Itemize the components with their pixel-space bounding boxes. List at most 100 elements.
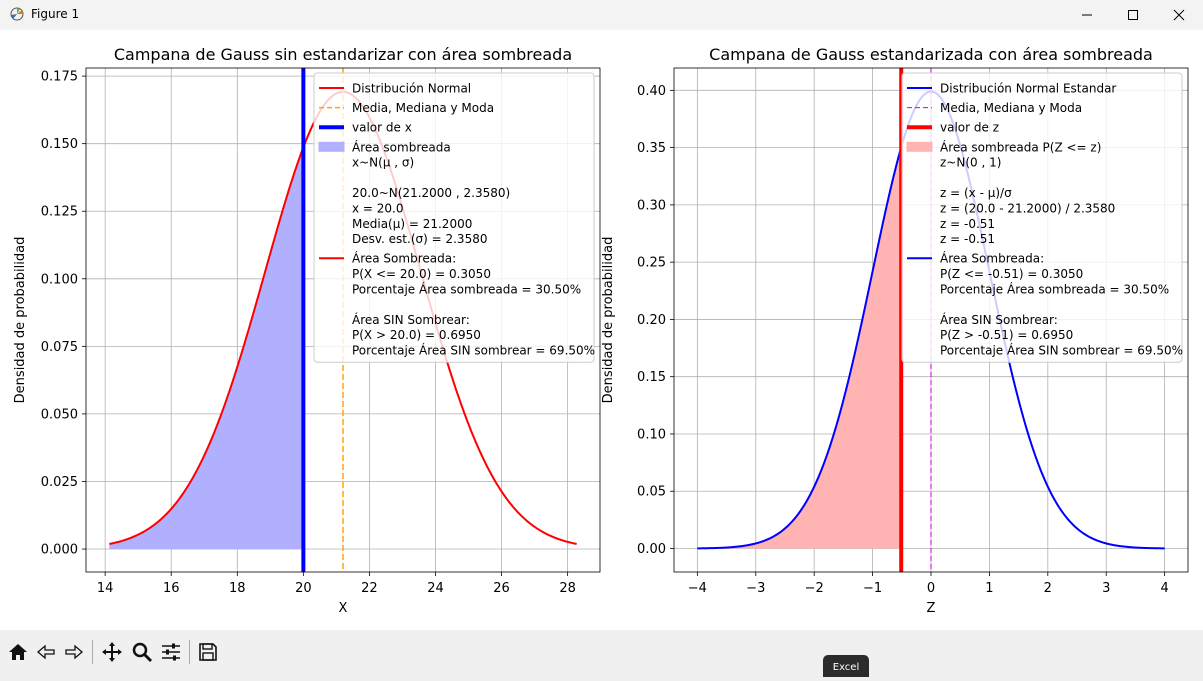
configure-subplots-icon [162,643,180,661]
x-tick-label: −1 [863,581,882,596]
back-icon [37,644,55,660]
y-tick-label: 0.175 [41,70,78,85]
legend-entry-text: Media(μ) = 21.2000 [352,217,472,231]
legend-entry-text: Media, Mediana y Moda [352,101,494,115]
x-tick-label: 20 [295,581,312,596]
window-titlebar: Figure 1 [0,0,1203,30]
chart-1: 14 16 18 20 22 24 26 28 0.000 0.025 0.050 0.075 0.10… [13,45,601,616]
x-tick-label: 22 [361,581,378,596]
legend-entry-text: Porcentaje Área sombreada = 30.50% [352,281,581,296]
legend-entry-text: valor de x [352,121,412,135]
legend-entry-text: P(Z <= -0.51) = 0.3050 [940,267,1083,281]
y-tick-label: 0.100 [41,272,78,287]
x-tick-label: 26 [493,581,510,596]
chart-2: −4 −3 −2 −1 0 1 2 3 4 0.00 0.05 0.10 0.15 0.20 0.25 0.3… [601,45,1189,616]
y-tick-label: 0.075 [41,340,78,355]
legend-entry-text: valor de z [940,121,999,135]
legend-entry-text: Media, Mediana y Moda [940,101,1082,115]
y-tick-label: 0.025 [41,475,78,490]
x-axis-label: X [339,601,348,616]
legend-box [901,72,1183,363]
x-tick-label: 24 [427,581,444,596]
y-tick-label: 0.125 [41,205,78,220]
forward-button[interactable] [60,639,88,665]
y-axis-label: Densidad de probabilidad [13,237,28,404]
figure-svg: 14 16 18 20 22 24 26 280.0000.0250.0500.0750.10… [13,45,1189,616]
y-tick-label: 0.15 [637,370,666,385]
legend-entry-text: Porcentaje Área sombreada = 30.50% [940,281,1169,296]
navigation-toolbar [0,630,1203,675]
pan-icon [102,642,122,662]
legend-entry-text: P(X <= 20.0) = 0.3050 [352,267,491,281]
back-button[interactable] [32,639,60,665]
x-tick-label: −3 [746,581,765,596]
axes-frame [85,67,601,573]
y-tick-label: 0.35 [637,141,666,156]
legend-entry-text: Porcentaje Área SIN sombrear = 69.50% [940,343,1183,358]
y-tick-label: 0.20 [637,313,666,328]
x-tick-label: 4 [1160,581,1168,596]
save-icon [199,643,217,661]
legend-patch [318,141,345,152]
legend-entry-text: P(X > 20.0) = 0.6950 [352,328,481,342]
maximize-button[interactable] [1110,0,1156,30]
legend-entry-text: Área Sombreada: [352,251,456,266]
configure-subplots-button[interactable] [157,639,185,665]
y-tick-label: 0.25 [637,256,666,271]
zoom-icon [132,642,153,663]
shaded-area [109,147,304,550]
x-tick-label: 2 [1044,581,1052,596]
legend-entry-text: Área Sombreada: [940,251,1044,266]
save-button[interactable] [194,639,222,665]
x-tick-label: 3 [1102,581,1110,596]
window-title: Figure 1 [31,7,80,21]
x-tick-label: −2 [805,581,824,596]
x-axis-label: Z [927,601,936,616]
x-tick-label: 1 [985,581,993,596]
minimize-button[interactable] [1064,0,1110,30]
legend: Distribución Normal Media, Mediana y Moda… [313,72,595,363]
legend: Distribución Normal Estandar Media, Media… [901,72,1183,363]
x-tick-label: 16 [163,581,180,596]
y-tick-label: 0.30 [637,198,666,213]
legend-entry-text: z~N(0 , 1) [940,156,1001,170]
minimize-icon [1082,14,1092,16]
zoom-button[interactable] [128,639,156,665]
y-tick-label: 0.000 [41,543,78,558]
toolbar-separator [189,640,190,664]
toolbar-separator [92,640,93,664]
x-tick-label: 28 [559,581,576,596]
x-tick-label: 0 [927,581,935,596]
legend-entry-text: z = -0.51 [940,232,995,246]
x-tick-label: 18 [229,581,246,596]
legend-entry-text: Área SIN Sombrear: [352,312,470,327]
legend-entry-text: 20.0~N(21.2000 , 2.3580) [352,186,510,200]
legend-entry-text: Distribución Normal [352,82,471,96]
legend-entry-text: z = -0.51 [940,217,995,231]
legend-entry-text: Área sombreada P(Z <= z) [940,139,1101,154]
y-tick-label: 0.050 [41,407,78,422]
close-icon [1173,9,1185,21]
maximize-icon [1128,10,1138,20]
pan-button[interactable] [98,639,126,665]
legend-entry-text: z = (x - μ)/σ [940,186,1012,200]
legend-patch [906,141,933,152]
y-tick-label: 0.10 [637,427,666,442]
home-button[interactable] [4,639,32,665]
legend-entry-text: x~N(μ , σ) [352,156,414,170]
legend-box [313,72,595,363]
legend-entry-text: Área sombreada [352,139,451,154]
chart-title: Campana de Gauss estandarizada con área … [709,45,1153,64]
matplotlib-app-icon [10,7,24,21]
legend-entry-text: Porcentaje Área SIN sombrear = 69.50% [352,343,595,358]
y-tick-label: 0.150 [41,137,78,152]
close-button[interactable] [1156,0,1202,30]
taskbar-tooltip: Excel [823,655,869,677]
y-tick-label: 0.05 [637,485,666,500]
x-tick-label: −4 [688,581,707,596]
shaded-area [697,147,902,549]
legend-entry-text: Área SIN Sombrear: [940,312,1058,327]
legend-entry-text: Desv. est.(σ) = 2.3580 [352,232,487,246]
x-tick-label: 14 [97,581,114,596]
chart-title: Campana de Gauss sin estandarizar con ár… [114,45,572,64]
